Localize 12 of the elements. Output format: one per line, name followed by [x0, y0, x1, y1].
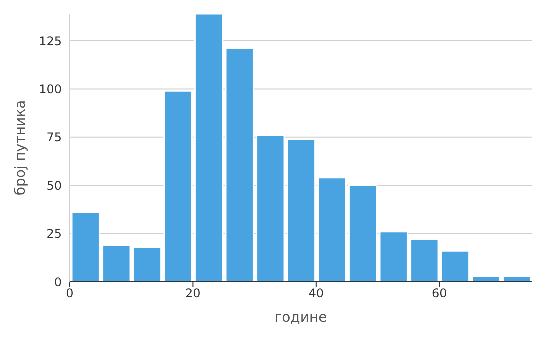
x-tick-label: 40	[308, 286, 324, 301]
y-tick-label: 75	[46, 130, 62, 145]
x-tick-label: 60	[432, 286, 448, 301]
y-tick-label: 100	[39, 82, 62, 96]
x-tick-label: 0	[66, 286, 74, 301]
y-tick-label: 50	[46, 178, 62, 193]
y-tick-label: 25	[46, 227, 62, 242]
x-axis-title: године	[274, 310, 328, 326]
y-axis-title: број путника	[12, 100, 29, 196]
y-tick-label: 0	[54, 275, 62, 290]
x-tick-label: 20	[186, 286, 201, 301]
y-tick-label: 125	[39, 34, 62, 48]
